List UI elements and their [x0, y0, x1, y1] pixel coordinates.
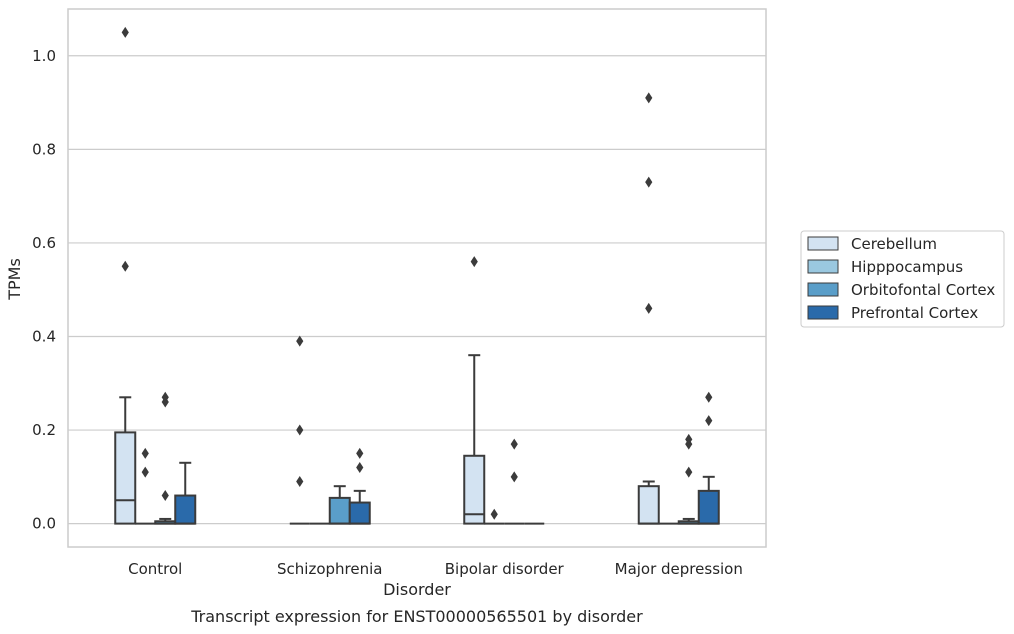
outlier-point [645, 92, 653, 104]
legend-label: Cerebellum [851, 235, 937, 253]
box-major-depression-prefrontal-cortex [697, 391, 720, 525]
legend-items: Cerebellum Hipppocampus Orbitofontal Corte… [807, 235, 995, 322]
y-tick-label: 0.0 [32, 515, 56, 533]
outlier-point [356, 447, 364, 459]
box-schizophrenia-prefrontal-cortex [348, 447, 371, 525]
outlier-point [645, 176, 653, 188]
outlier-point [141, 466, 149, 478]
x-tick-label: Control [128, 560, 182, 578]
chart-caption: Transcript expression for ENST0000056550… [190, 607, 643, 626]
outlier-point [161, 490, 169, 502]
outlier-point [296, 335, 304, 347]
legend-item: Hipppocampus [807, 258, 963, 276]
outlier-point [161, 391, 169, 403]
legend-swatch [807, 259, 839, 274]
y-axis-title: TPMs [5, 258, 24, 301]
box-bipolar-disorder-cerebellum [463, 256, 486, 525]
boxes [114, 26, 720, 525]
x-tick-label: Schizophrenia [277, 560, 382, 578]
y-tick-label: 0.2 [32, 421, 56, 439]
box-iqr [174, 494, 197, 525]
legend-label: Hipppocampus [851, 258, 963, 276]
box-control-cerebellum [114, 26, 137, 525]
outlier-point [356, 461, 364, 473]
outlier-point [296, 476, 304, 488]
box-major-depression-orbitofontal-cortex [677, 433, 700, 525]
box-schizophrenia-cerebellum [289, 335, 310, 525]
box-major-depression-cerebellum [637, 92, 660, 525]
plot-area-frame [67, 8, 767, 548]
x-tick-label: Bipolar disorder [445, 560, 565, 578]
outlier-point [685, 433, 693, 445]
y-axis-ticks: 0.0 0.2 0.4 0.6 0.8 1.0 [32, 47, 56, 533]
legend-swatch [807, 236, 839, 251]
y-tick-label: 1.0 [32, 47, 56, 65]
box-schizophrenia-orbitofontal-cortex [328, 485, 351, 525]
x-tick-label: Major depression [615, 560, 743, 578]
gridlines [68, 55, 766, 525]
outlier-point [685, 466, 693, 478]
y-tick-label: 0.4 [32, 327, 56, 345]
legend-swatch [807, 305, 839, 320]
legend-item: Cerebellum [807, 235, 937, 253]
box-control-prefrontal-cortex [174, 461, 197, 525]
box-control-hipppocampus [135, 447, 156, 525]
outlier-point [121, 260, 129, 272]
outlier-point [121, 26, 129, 38]
box-iqr [637, 485, 660, 525]
outlier-point [141, 447, 149, 459]
outlier-point [490, 508, 498, 520]
box-bipolar-disorder-orbitofontal-cortex [504, 438, 525, 525]
legend-item: Prefrontal Cortex [807, 304, 978, 322]
legend-swatch [807, 282, 839, 297]
box-iqr [348, 501, 371, 525]
box-iqr [114, 431, 137, 525]
legend-frame [800, 230, 1005, 328]
outlier-point [470, 256, 478, 268]
legend-label: Prefrontal Cortex [851, 304, 978, 322]
y-tick-label: 0.8 [32, 140, 56, 158]
outlier-point [510, 471, 518, 483]
legend-label: Orbitofontal Cortex [851, 281, 995, 299]
outlier-point [705, 415, 713, 427]
x-axis-title: Disorder [383, 580, 451, 599]
legend[interactable]: Cerebellum Hipppocampus Orbitofontal Corte… [800, 230, 1005, 328]
box-iqr [328, 496, 351, 525]
outlier-point [705, 391, 713, 403]
y-tick-label: 0.6 [32, 234, 56, 252]
x-axis-ticks: Control Schizophrenia Bipolar disorder Majo… [128, 560, 743, 578]
outlier-point [645, 302, 653, 314]
outlier-point [296, 424, 304, 436]
box-control-orbitofontal-cortex [154, 391, 177, 525]
box-iqr [463, 454, 486, 525]
outlier-point [510, 438, 518, 450]
legend-item: Orbitofontal Cortex [807, 281, 995, 299]
box-bipolar-disorder-hipppocampus [484, 508, 505, 525]
box-iqr [697, 489, 720, 525]
